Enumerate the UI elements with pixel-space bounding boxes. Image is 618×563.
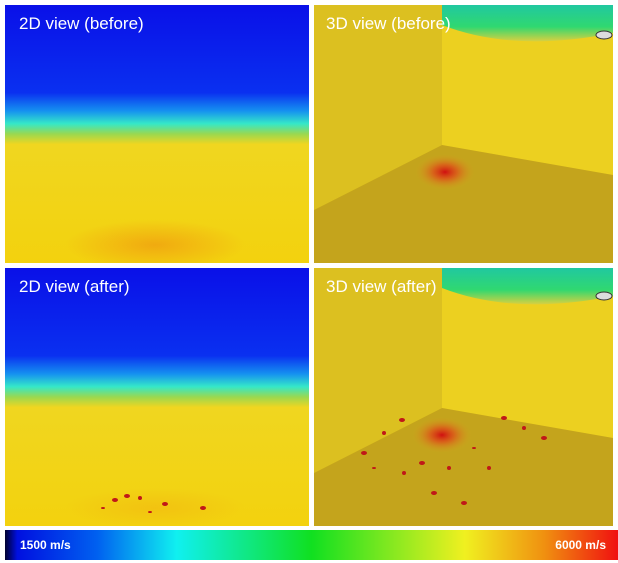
colorbar: 1500 m/s 6000 m/s bbox=[5, 530, 618, 560]
panel-label: 2D view (after) bbox=[19, 277, 130, 296]
figure: 2D view (before) 3D view (before) 2D vie… bbox=[0, 0, 618, 563]
panel-label: 3D view (after) bbox=[326, 277, 437, 296]
panel-2d-after: 2D view (after) bbox=[5, 268, 309, 528]
panel-3d-before: 3D view (before) bbox=[314, 5, 613, 263]
panel-2d-before: 2D view (before) bbox=[5, 5, 309, 270]
panel-label: 2D view (before) bbox=[19, 14, 144, 33]
panel-3d-after: 3D view (after) bbox=[314, 268, 613, 526]
colorbar-min: 1500 m/s bbox=[20, 538, 71, 552]
panel-label: 3D view (before) bbox=[326, 14, 451, 33]
colorbar-max: 6000 m/s bbox=[555, 538, 606, 552]
